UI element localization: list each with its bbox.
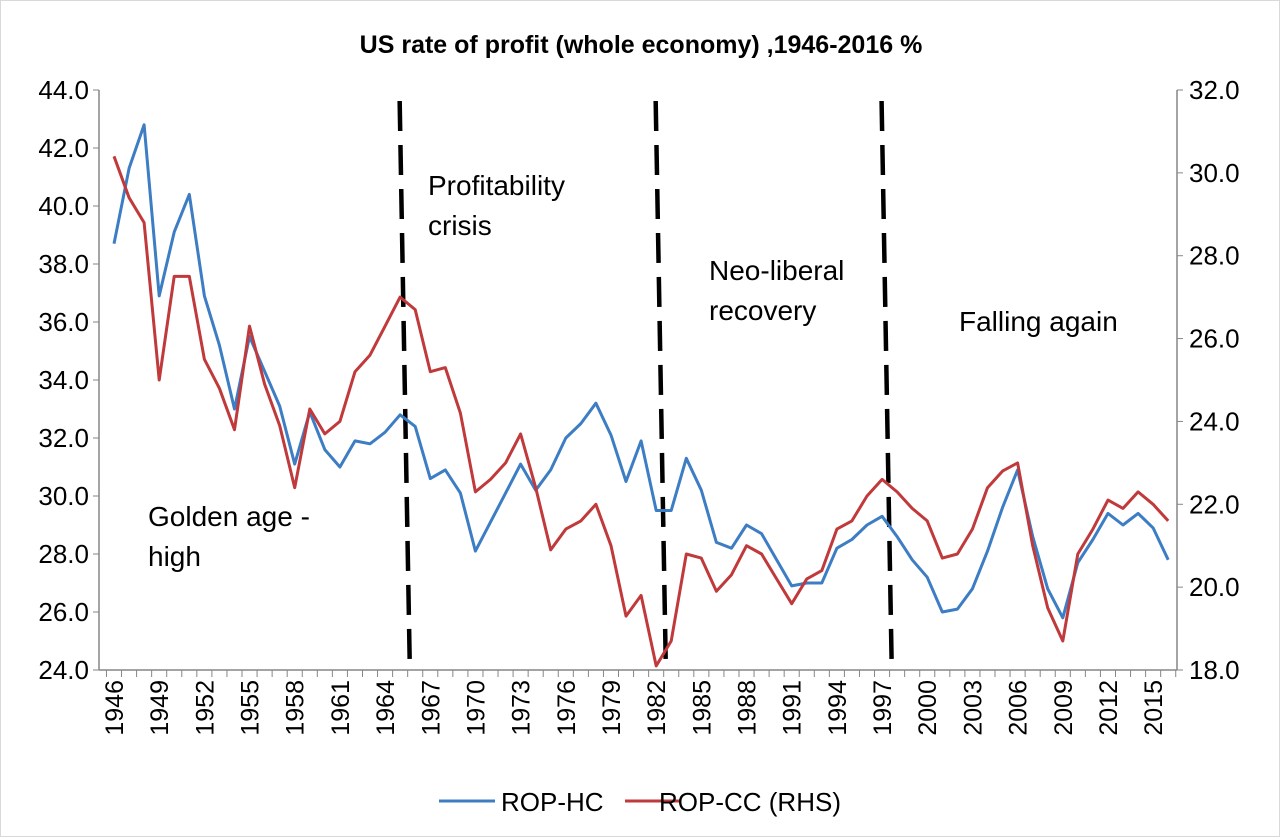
left-tick-label: 34.0 (38, 365, 89, 395)
left-tick-label: 26.0 (38, 597, 89, 627)
right-tick-label: 20.0 (1189, 572, 1240, 602)
x-tick-label: 1994 (824, 680, 852, 736)
right-tick-label: 30.0 (1189, 158, 1240, 188)
period-divider-line (653, 100, 668, 660)
x-tick-label: 1952 (191, 680, 219, 736)
x-tick-label: 1958 (282, 680, 310, 736)
x-tick-label: 2006 (1005, 680, 1033, 736)
left-tick-label: 30.0 (38, 481, 89, 511)
x-tick-label: 1949 (146, 680, 174, 736)
right-tick-label: 24.0 (1189, 406, 1240, 436)
x-tick-label: 1976 (553, 680, 581, 736)
annotation-text: recovery (709, 295, 816, 326)
series-line-rop-hc (112, 123, 1170, 620)
annotation-text: Golden age - (148, 501, 310, 532)
x-tick-label: 1997 (869, 680, 897, 736)
annotation-text: Neo-liberal (709, 255, 844, 286)
x-tick-label: 1973 (508, 680, 536, 736)
chart-title: US rate of profit (whole economy) ,1946-… (360, 31, 923, 59)
right-tick-label: 18.0 (1189, 655, 1240, 685)
left-tick-label: 24.0 (38, 655, 89, 685)
series-line-rop-cc-rhs- (112, 155, 1170, 668)
x-tick-label: 1961 (327, 680, 355, 736)
left-tick-label: 32.0 (38, 423, 89, 453)
x-tick-label: 1985 (688, 680, 716, 736)
x-tick-label: 1979 (598, 680, 626, 736)
annotation-text: crisis (428, 210, 492, 241)
x-tick-label: 1982 (643, 680, 671, 736)
annotation-text: high (148, 541, 201, 572)
x-tick-label: 1946 (101, 680, 129, 736)
legend-label: ROP-CC (RHS) (659, 787, 841, 817)
left-tick-label: 40.0 (38, 191, 89, 221)
x-tick-label: 2015 (1140, 680, 1168, 736)
left-tick-label: 28.0 (38, 539, 89, 569)
x-tick-label: 1970 (462, 680, 490, 736)
right-tick-label: 28.0 (1189, 241, 1240, 271)
legend-label: ROP-HC (501, 787, 604, 817)
annotation-text: Falling again (959, 306, 1118, 337)
right-tick-label: 32.0 (1189, 75, 1240, 105)
left-tick-label: 42.0 (38, 133, 89, 163)
period-divider-line (397, 100, 412, 660)
x-tick-label: 1964 (372, 680, 400, 736)
period-divider-line (879, 100, 894, 660)
x-tick-label: 1991 (779, 680, 807, 736)
x-tick-label: 2012 (1095, 680, 1123, 736)
x-tick-label: 1955 (237, 680, 265, 736)
x-tick-label: 2003 (959, 680, 987, 736)
x-tick-label: 1988 (734, 680, 762, 736)
x-tick-label: 1967 (417, 680, 445, 736)
left-tick-label: 36.0 (38, 307, 89, 337)
x-tick-label: 2009 (1050, 680, 1078, 736)
left-tick-label: 44.0 (38, 75, 89, 105)
x-tick-label: 2000 (914, 680, 942, 736)
right-tick-label: 22.0 (1189, 489, 1240, 519)
left-tick-label: 38.0 (38, 249, 89, 279)
annotation-text: Profitability (428, 170, 565, 201)
right-tick-label: 26.0 (1189, 324, 1240, 354)
